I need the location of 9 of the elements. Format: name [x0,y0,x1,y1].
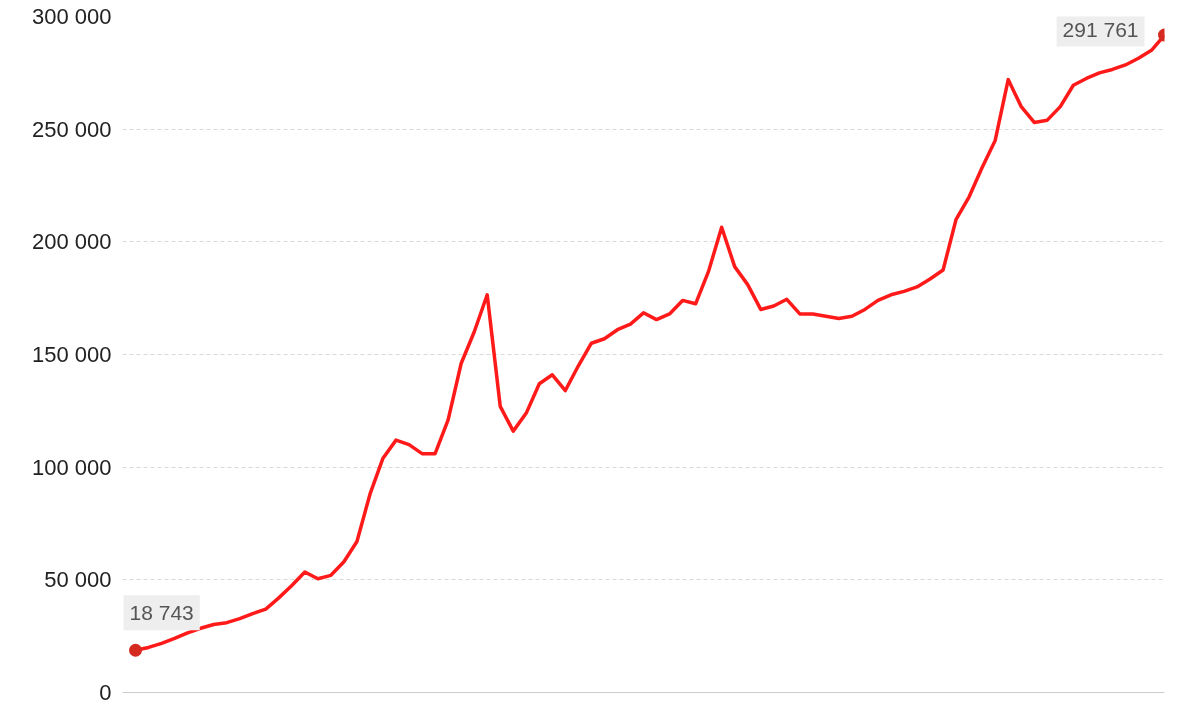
y-tick-label: 300 000 [31,4,112,29]
data-label: 18 743 [129,601,194,625]
y-tick-label: 50 000 [44,567,112,593]
data-label: 291 761 [1062,17,1139,41]
y-tick-label: 100 000 [31,454,112,480]
y-tick-label: 0 [99,680,112,705]
y-tick-label: 250 000 [31,116,112,142]
y-tick-label: 150 000 [31,342,112,367]
y-tick-label: 200 000 [31,229,112,255]
